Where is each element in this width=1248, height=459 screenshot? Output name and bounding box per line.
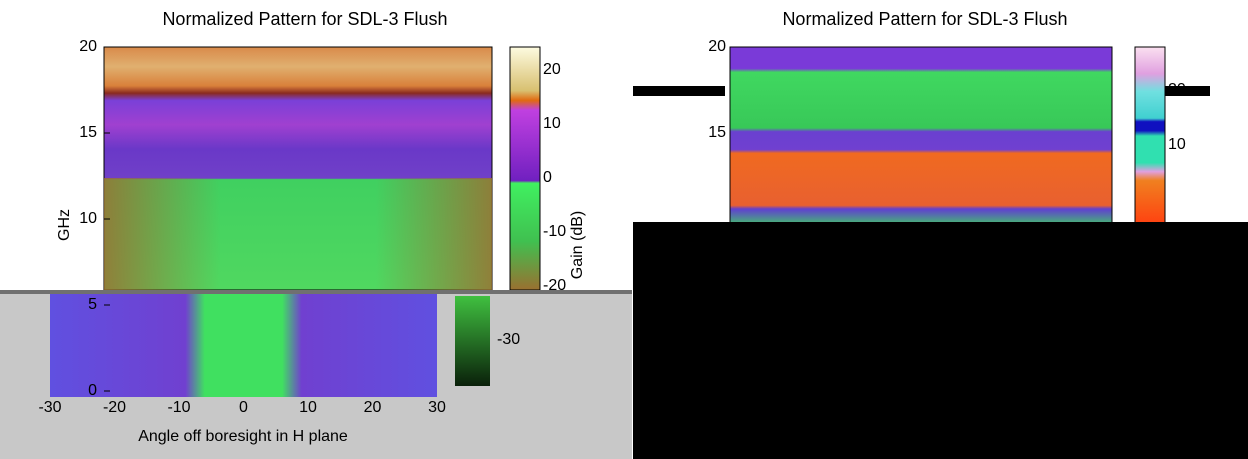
x-tick-label: 30 xyxy=(428,399,446,416)
colorbar-tick-label: 10 xyxy=(1168,136,1186,153)
y-axis-label: GHz xyxy=(56,209,73,241)
x-tick-label: -30 xyxy=(38,399,61,416)
colorbar-tick-label: 10 xyxy=(543,115,561,132)
colorbar-label: Gain (dB) xyxy=(569,211,586,279)
x-tick-label: 10 xyxy=(299,399,317,416)
x-tick-label: 20 xyxy=(364,399,382,416)
heatmap xyxy=(729,46,1113,228)
x-tick-label: 0 xyxy=(239,399,248,416)
y-tick-label: 15 xyxy=(79,124,97,141)
y-tick-label: 20 xyxy=(79,38,97,55)
colorbar-tick-label: 20 xyxy=(543,61,561,78)
colorbar-tick-label: -20 xyxy=(543,277,566,294)
colorbar-tick-label: 20 xyxy=(1168,81,1186,98)
x-axis-label: Angle off boresight in H plane xyxy=(138,428,348,445)
y-tick-label: 5 xyxy=(88,296,97,313)
colorbar-tick-label: -10 xyxy=(543,223,566,240)
y-tick-label: 0 xyxy=(88,382,97,399)
colorbar xyxy=(1134,46,1166,226)
y-tick-label: 15 xyxy=(708,124,726,141)
x-tick-label: -10 xyxy=(167,399,190,416)
chart-title: Normalized Pattern for SDL-3 Flush xyxy=(162,9,447,29)
colorbar-tick-label: -30 xyxy=(497,331,520,348)
glitch-block xyxy=(633,222,1248,459)
glitch-bar xyxy=(633,86,725,96)
heatmap-shade xyxy=(104,178,492,290)
y-tick-label: 20 xyxy=(708,38,726,55)
glitch-edge xyxy=(0,290,632,294)
heatmap-fragment xyxy=(50,294,437,397)
chart-title: Normalized Pattern for SDL-3 Flush xyxy=(782,9,1067,29)
colorbar-tick-label: 0 xyxy=(543,169,552,186)
glitch-bar xyxy=(1165,86,1210,96)
colorbar xyxy=(509,46,541,291)
colorbar-fragment xyxy=(455,296,490,386)
x-tick-label: -20 xyxy=(103,399,126,416)
y-tick-label: 10 xyxy=(79,210,97,227)
